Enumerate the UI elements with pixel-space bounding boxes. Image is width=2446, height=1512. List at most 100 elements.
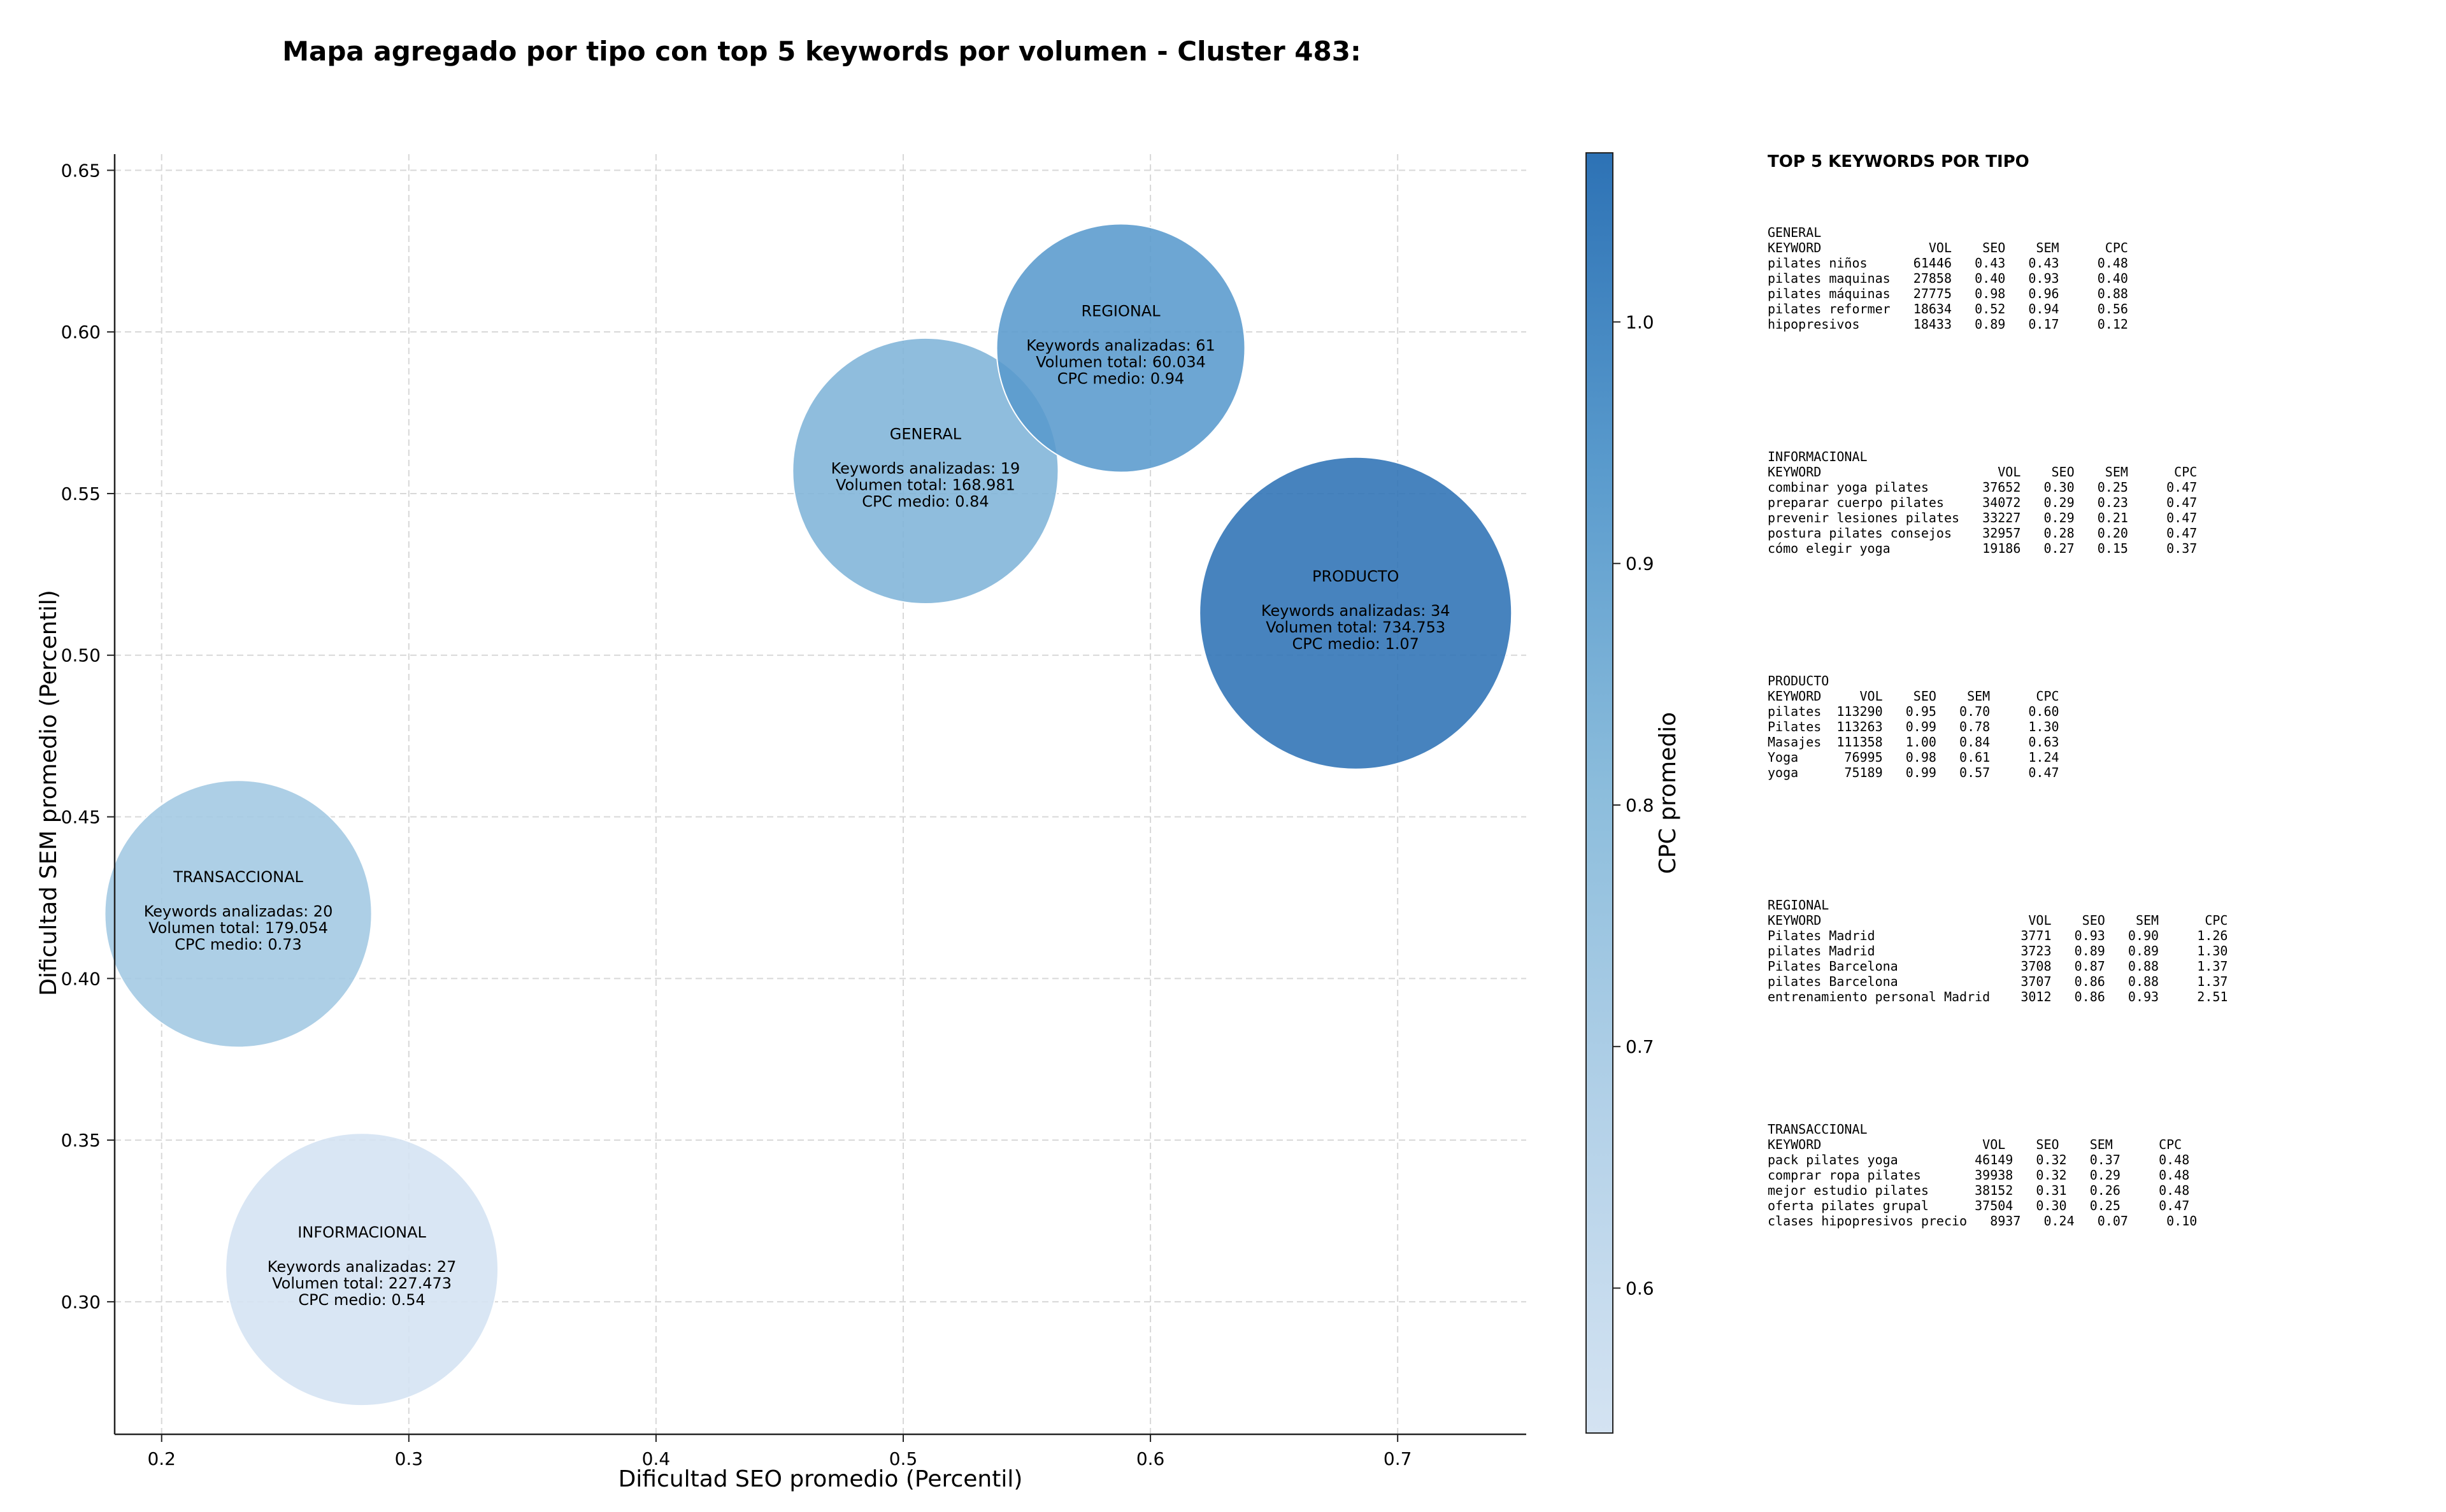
panel-row: pilates reformer 18634 0.52 0.94 0.56 xyxy=(1768,301,2128,317)
bubble-circle xyxy=(1199,456,1513,770)
bubble-stat: Keywords analizadas: 61 xyxy=(1026,337,1215,355)
bubble-stat: CPC medio: 0.94 xyxy=(1057,370,1185,388)
bubble-circle xyxy=(792,337,1059,604)
x-tick-label: 0.4 xyxy=(642,1448,671,1469)
bubble-label: PRODUCTO xyxy=(1312,567,1399,585)
panel-row: Pilates 113263 0.99 0.78 1.30 xyxy=(1768,719,2059,734)
panel-row: Yoga 76995 0.98 0.61 1.24 xyxy=(1768,750,2059,765)
panel-row: postura pilates consejos 32957 0.28 0.20… xyxy=(1768,525,2197,541)
colorbar-ticks: 0.6 0.7 0.8 0.9 1.0 xyxy=(1613,311,1654,1299)
panel-row: pilates Madrid 3723 0.89 0.89 1.30 xyxy=(1768,943,2228,959)
panel-row: cómo elegir yoga 19186 0.27 0.15 0.37 xyxy=(1768,541,2197,556)
panel-row: yoga 75189 0.99 0.57 0.47 xyxy=(1768,765,2059,780)
bubble-label: GENERAL xyxy=(890,425,962,443)
colorbar-tick-label: 0.9 xyxy=(1626,553,1654,574)
panel-section-header: KEYWORD VOL SEO SEM CPC xyxy=(1768,688,2059,704)
panel-section-title: TRANSACCIONAL xyxy=(1768,1122,1868,1137)
panel-row: pilates Barcelona 3707 0.86 0.88 1.37 xyxy=(1768,974,2228,989)
y-tick-label: 0.35 xyxy=(61,1130,101,1151)
panel-row: oferta pilates grupal 37504 0.30 0.25 0.… xyxy=(1768,1198,2189,1213)
panel-section-header: KEYWORD VOL SEO SEM CPC xyxy=(1768,913,2228,928)
bubble-stat: Volumen total: 60.034 xyxy=(1036,353,1206,371)
y-tick-label: 0.50 xyxy=(61,645,101,666)
panel-row: pilates niños 61446 0.43 0.43 0.48 xyxy=(1768,255,2128,271)
bubble-informacional: INFORMACIONAL Keywords analizadas: 27Volu… xyxy=(225,1132,499,1407)
y-tick-label: 0.40 xyxy=(61,968,101,989)
bubble-label: INFORMACIONAL xyxy=(297,1223,426,1241)
bubble-stat: Keywords analizadas: 20 xyxy=(144,902,333,920)
panel-section-header: KEYWORD VOL SEO SEM CPC xyxy=(1768,1137,2182,1152)
bubble-stat: CPC medio: 0.84 xyxy=(862,492,989,510)
panel-row: preparar cuerpo pilates 34072 0.29 0.23 … xyxy=(1768,495,2197,510)
panel-row: hipopresivos 18433 0.89 0.17 0.12 xyxy=(1768,317,2128,332)
y-tick-label: 0.60 xyxy=(61,322,101,343)
bubble-label: REGIONAL xyxy=(1081,303,1161,320)
y-tick-label: 0.55 xyxy=(61,483,101,504)
chart-title: Mapa agregado por tipo con top 5 keyword… xyxy=(282,36,1361,67)
y-axis-label: Dificultad SEM promedio (Percentil) xyxy=(36,590,62,996)
bubble-stat: Volumen total: 734.753 xyxy=(1266,618,1445,636)
x-tick-label: 0.3 xyxy=(395,1448,424,1469)
bubble-stat: Keywords analizadas: 27 xyxy=(268,1258,457,1276)
bubble-stat: Volumen total: 227.473 xyxy=(272,1274,452,1292)
x-tick-label: 0.5 xyxy=(889,1448,918,1469)
x-tick-label: 0.6 xyxy=(1136,1448,1165,1469)
axes: 0.2 0.3 0.4 0.5 0.6 0.7 0.30 0.35 0.40 0.45 0.50 0.… xyxy=(61,154,1526,1469)
bubble-circle xyxy=(225,1132,499,1407)
panel-section-title: INFORMACIONAL xyxy=(1768,449,1868,464)
colorbar-gradient xyxy=(1585,152,1613,1434)
bubble-stat: Keywords analizadas: 34 xyxy=(1261,602,1450,620)
colorbar-tick-label: 0.8 xyxy=(1626,795,1654,816)
x-tick-label: 0.7 xyxy=(1384,1448,1412,1469)
panel-row: Pilates Madrid 3771 0.93 0.90 1.26 xyxy=(1768,928,2228,943)
bubble-transaccional: TRANSACCIONAL Keywords analizadas: 20Volu… xyxy=(104,780,373,1048)
panel-row: Masajes 111358 1.00 0.84 0.63 xyxy=(1768,734,2059,750)
colorbar-tick-label: 1.0 xyxy=(1626,311,1654,332)
panel-row: pilates máquinas 27775 0.98 0.96 0.88 xyxy=(1768,286,2128,301)
panel-section-header: KEYWORD VOL SEO SEM CPC xyxy=(1768,464,2197,480)
panel-row: pilates 113290 0.95 0.70 0.60 xyxy=(1768,704,2059,719)
bubble-circle xyxy=(996,223,1246,473)
panel-section-title: REGIONAL xyxy=(1768,897,1829,913)
panel-row: pack pilates yoga 46149 0.32 0.37 0.48 xyxy=(1768,1152,2189,1167)
bubble-stat: Volumen total: 168.981 xyxy=(836,476,1015,494)
panel-section-header: KEYWORD VOL SEO SEM CPC xyxy=(1768,240,2128,255)
panel-row: prevenir lesiones pilates 33227 0.29 0.2… xyxy=(1768,510,2197,525)
bubble-stat: CPC medio: 0.54 xyxy=(298,1291,426,1309)
bubble-stat: CPC medio: 1.07 xyxy=(1292,635,1419,653)
y-tick-label: 0.65 xyxy=(61,160,101,181)
x-tick-label: 0.2 xyxy=(147,1448,176,1469)
panel-row: comprar ropa pilates 39938 0.32 0.29 0.4… xyxy=(1768,1167,2189,1183)
panel-section-title: PRODUCTO xyxy=(1768,673,1829,688)
x-axis-label: Dificultad SEO promedio (Percentil) xyxy=(619,1466,1023,1492)
colorbar-label: CPC promedio xyxy=(1655,712,1681,874)
y-tick-label: 0.30 xyxy=(61,1292,101,1313)
panel-row: mejor estudio pilates 38152 0.31 0.26 0.… xyxy=(1768,1183,2189,1198)
panel-row: clases hipopresivos precio 8937 0.24 0.0… xyxy=(1768,1213,2197,1229)
colorbar-tick-label: 0.7 xyxy=(1626,1036,1654,1057)
panel-row: combinar yoga pilates 37652 0.30 0.25 0.… xyxy=(1768,480,2197,495)
colorbar: 0.6 0.7 0.8 0.9 1.0 CPC promedio xyxy=(1585,152,1681,1434)
panel-row: entrenamiento personal Madrid 3012 0.86 … xyxy=(1768,989,2228,1004)
panel-section-title: GENERAL xyxy=(1768,225,1821,240)
panel-row: pilates maquinas 27858 0.40 0.93 0.40 xyxy=(1768,271,2128,286)
bubble-stat: CPC medio: 0.73 xyxy=(175,936,302,953)
panel-row: Pilates Barcelona 3708 0.87 0.88 1.37 xyxy=(1768,959,2228,974)
bubble-stat: Keywords analizadas: 19 xyxy=(831,459,1020,477)
y-tick-label: 0.45 xyxy=(61,807,101,828)
panel-title: TOP 5 KEYWORDS POR TIPO xyxy=(1768,152,2029,171)
bubble-circle xyxy=(104,780,373,1048)
bubble-label: TRANSACCIONAL xyxy=(173,868,303,886)
